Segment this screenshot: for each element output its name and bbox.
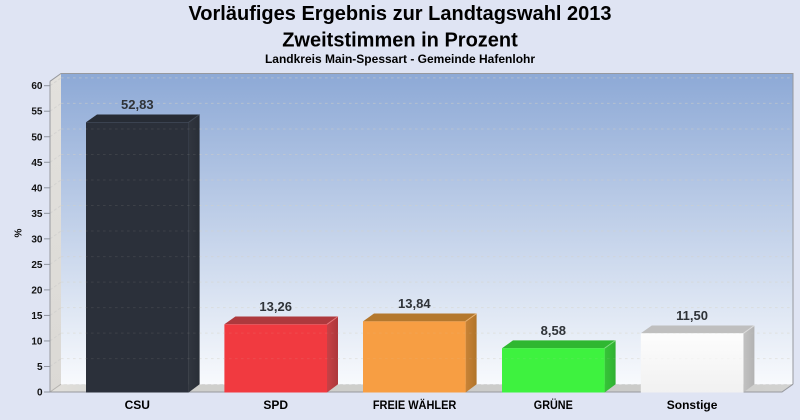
svg-text:30: 30 bbox=[31, 234, 43, 245]
svg-text:%: % bbox=[14, 228, 25, 237]
svg-text:GRÜNE: GRÜNE bbox=[534, 397, 573, 412]
svg-text:13,26: 13,26 bbox=[259, 299, 292, 314]
svg-text:SPD: SPD bbox=[263, 398, 288, 412]
svg-text:60: 60 bbox=[31, 81, 43, 92]
svg-text:Sonstige: Sonstige bbox=[667, 398, 718, 412]
svg-text:25: 25 bbox=[31, 260, 43, 271]
svg-text:Zweitstimmen in Prozent: Zweitstimmen in Prozent bbox=[282, 29, 518, 51]
svg-text:10: 10 bbox=[31, 336, 43, 347]
svg-text:50: 50 bbox=[31, 132, 43, 143]
svg-text:40: 40 bbox=[31, 183, 43, 194]
svg-text:11,50: 11,50 bbox=[676, 308, 708, 323]
svg-text:13,84: 13,84 bbox=[398, 296, 431, 311]
svg-text:45: 45 bbox=[31, 158, 43, 169]
svg-text:Landkreis Main-Spessart - Geme: Landkreis Main-Spessart - Gemeinde Hafen… bbox=[265, 52, 535, 66]
svg-text:15: 15 bbox=[31, 311, 43, 322]
svg-text:CSU: CSU bbox=[125, 398, 150, 412]
svg-text:52,83: 52,83 bbox=[121, 97, 154, 112]
svg-text:5: 5 bbox=[37, 362, 43, 373]
svg-text:8,58: 8,58 bbox=[541, 323, 566, 338]
svg-text:0: 0 bbox=[37, 388, 43, 399]
svg-text:20: 20 bbox=[31, 285, 43, 296]
svg-text:35: 35 bbox=[31, 209, 43, 220]
svg-text:FREIE WÄHLER: FREIE WÄHLER bbox=[373, 397, 457, 412]
svg-text:Vorläufiges Ergebnis zur Landt: Vorläufiges Ergebnis zur Landtagswahl 20… bbox=[188, 3, 611, 25]
svg-text:55: 55 bbox=[31, 107, 43, 118]
